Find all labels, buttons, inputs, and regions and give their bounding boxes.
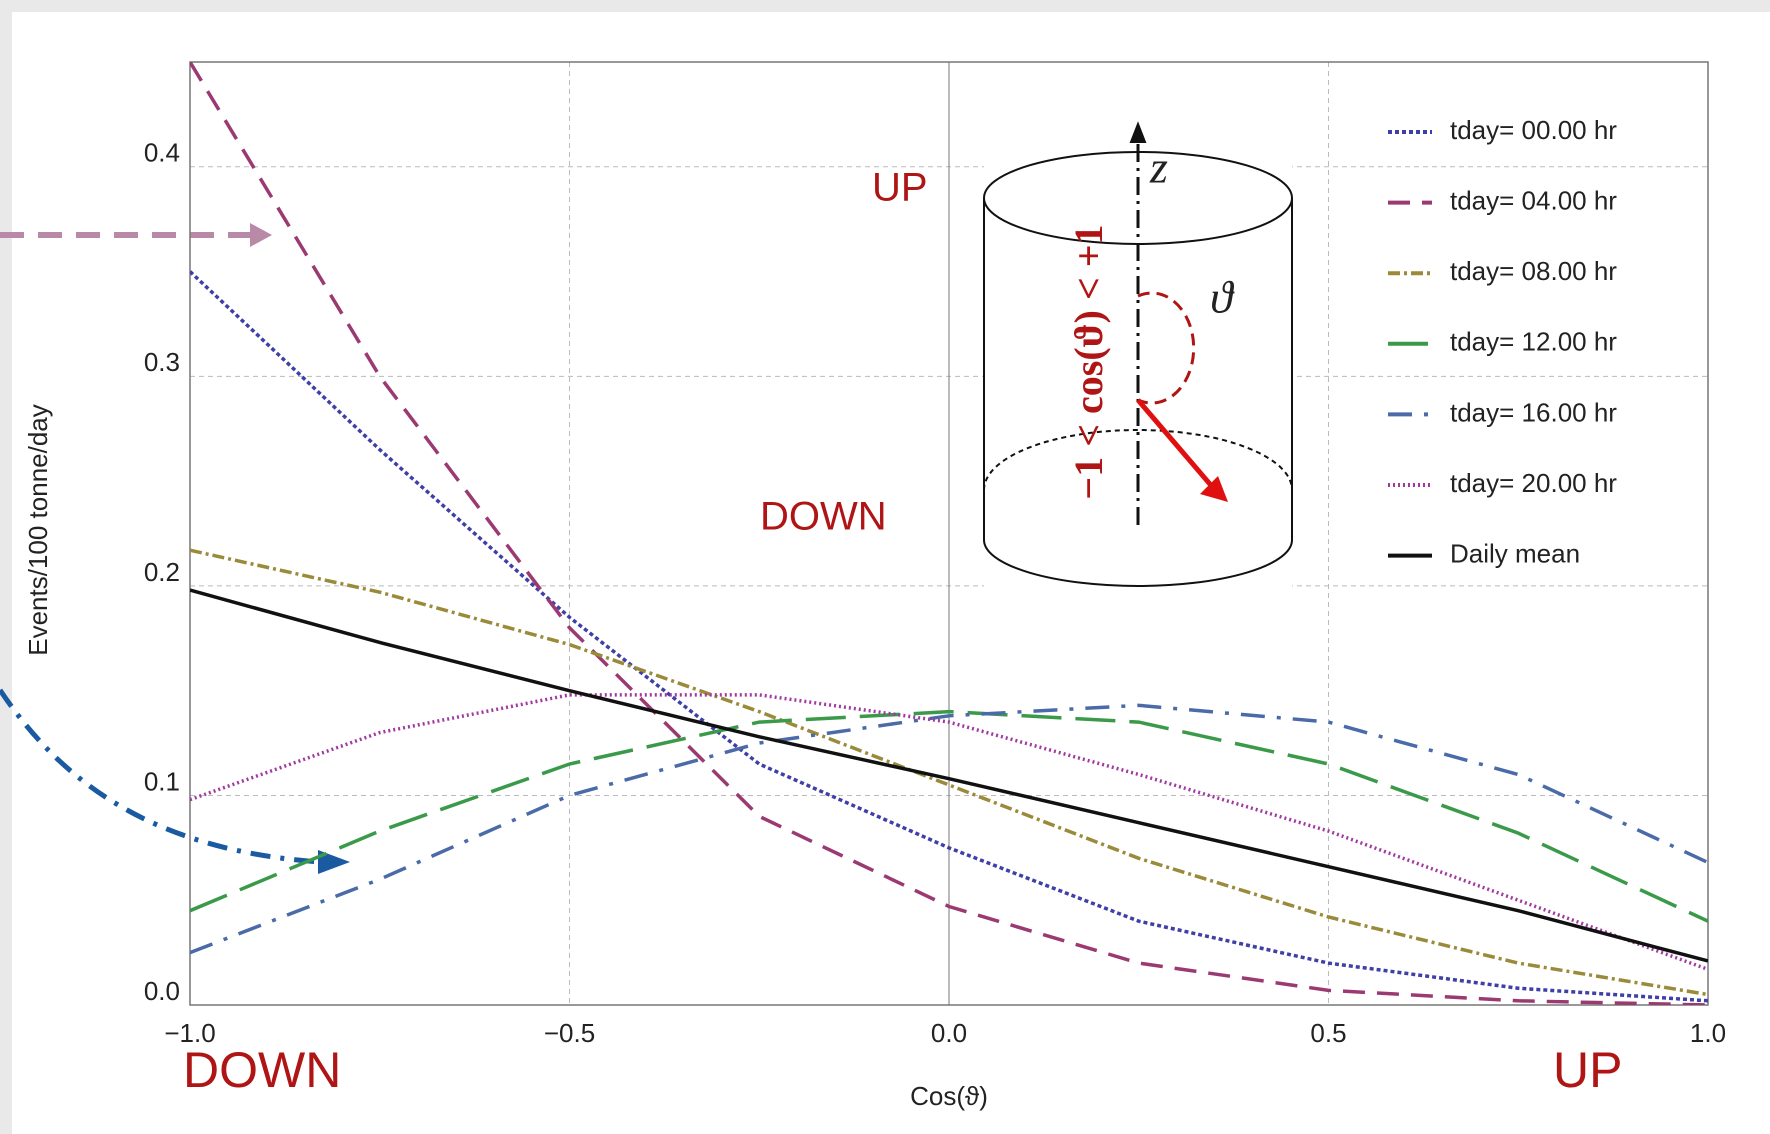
series-line	[190, 270, 1708, 1003]
series-line	[190, 709, 1708, 923]
legend-label: Daily mean	[1450, 538, 1580, 568]
y-tick-label: 0.3	[144, 347, 180, 377]
legend-label: tday= 16.00 hr	[1450, 397, 1617, 427]
legend-label: tday= 20.00 hr	[1450, 468, 1617, 498]
legend-label: tday= 04.00 hr	[1450, 185, 1617, 215]
annotation: ϑ	[1210, 272, 1235, 323]
decor-arrows	[0, 223, 350, 874]
series-line	[190, 62, 1708, 1005]
annotation: DOWN	[183, 1042, 341, 1098]
annotation: UP	[1553, 1042, 1622, 1098]
y-tick-label: 0.2	[144, 557, 180, 587]
legend: tday= 00.00 hr tday= 04.00 hr tday= 08.00 …	[1380, 114, 1680, 574]
legend-bg	[1380, 396, 1680, 433]
cylinder-inset	[983, 121, 1293, 588]
series-line	[190, 548, 1708, 997]
x-tick-label: −1.0	[164, 1018, 215, 1048]
annotation: −1 < cos(ϑ) < +1	[1066, 224, 1111, 499]
annotation: z	[1149, 142, 1168, 193]
x-axis-label: Cos(ϑ)	[910, 1081, 988, 1111]
legend-label: tday= 00.00 hr	[1450, 115, 1617, 145]
series-line	[190, 703, 1708, 955]
annotation: UP	[872, 166, 928, 210]
y-tick-label: 0.1	[144, 766, 180, 796]
series-line	[190, 693, 1708, 972]
x-tick-label: 1.0	[1690, 1018, 1726, 1048]
y-tick-label: 0.4	[144, 138, 180, 168]
x-tick-label: −0.5	[544, 1018, 595, 1048]
legend-bg	[1380, 325, 1680, 362]
y-axis-label: Events/100 tonne/day	[23, 404, 53, 656]
legend-label: tday= 08.00 hr	[1450, 256, 1617, 286]
x-tick-label: 0.5	[1310, 1018, 1346, 1048]
legend-label: tday= 12.00 hr	[1450, 327, 1617, 357]
plot-frame	[189, 61, 1709, 1006]
series-line	[190, 588, 1708, 963]
y-tick-label: 0.0	[144, 976, 180, 1006]
annotation: DOWN	[760, 495, 887, 539]
x-tick-label: 0.0	[931, 1018, 967, 1048]
